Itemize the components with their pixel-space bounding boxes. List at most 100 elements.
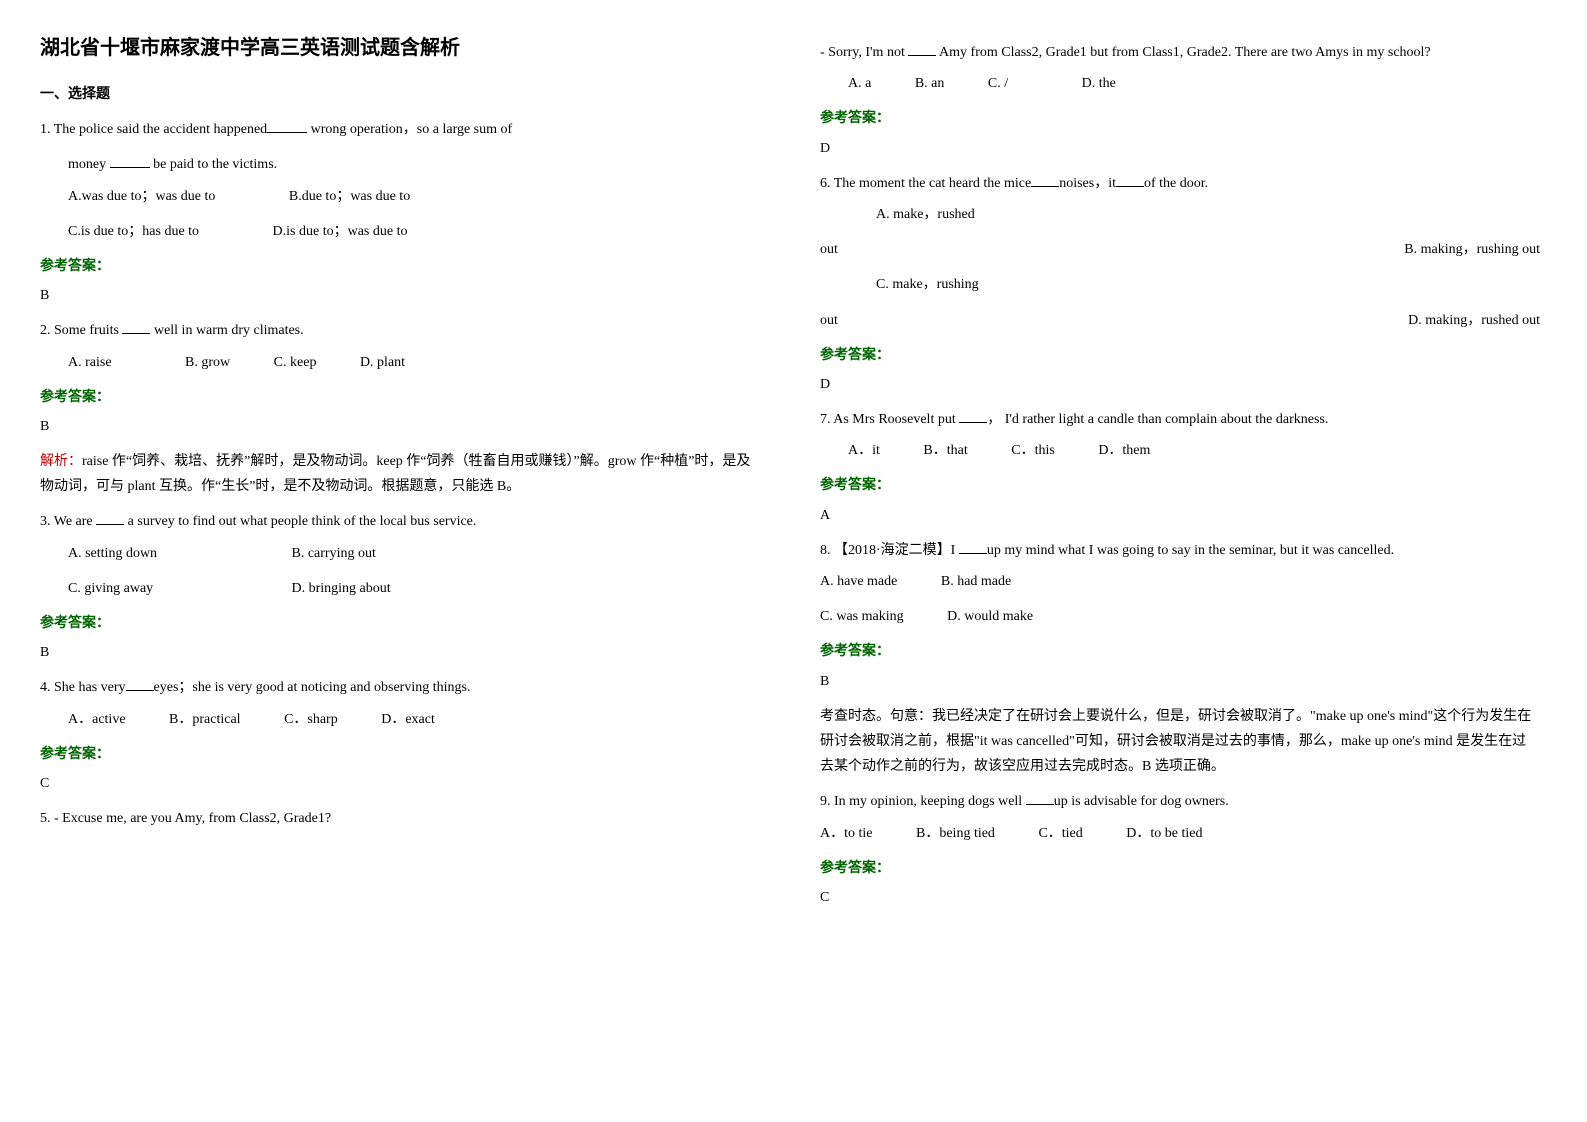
q6-options-row1a: A. make，rushed: [876, 202, 1540, 227]
q1-options-row1: A.was due to；was due to B.due to；was due…: [68, 184, 760, 209]
q2-text-a: 2. Some fruits: [40, 323, 122, 338]
right-column: - Sorry, I'm not Amy from Class2, Grade1…: [820, 30, 1540, 920]
q2-answer: B: [40, 414, 760, 439]
q6-out2: out: [820, 308, 838, 333]
q5-opt-a: A. a: [848, 76, 871, 91]
q6-answer: D: [820, 372, 1540, 397]
q5-answer: D: [820, 136, 1540, 161]
q5-stem-line2: - Sorry, I'm not Amy from Class2, Grade1…: [820, 40, 1540, 65]
q7-text-a: 7. As Mrs Roosevelt put: [820, 412, 959, 427]
q8-options-row2: C. was making D. would make: [820, 604, 1540, 629]
q9-opt-c: C．tied: [1038, 826, 1082, 841]
q1-text-c: money: [68, 157, 110, 172]
q7-stem: 7. As Mrs Roosevelt put ， I'd rather lig…: [820, 407, 1540, 432]
q1-opt-a: A.was due to；was due to: [68, 189, 215, 204]
q9-options: A．to tie B．being tied C．tied D．to be tie…: [820, 821, 1540, 846]
q3-text-b: a survey to find out what people think o…: [124, 514, 476, 529]
q4-text-a: 4. She has very: [40, 680, 126, 695]
q5-text-b: Amy from Class2, Grade1 but from Class1,…: [936, 45, 1430, 60]
q5-stem-line1: 5. - Excuse me, are you Amy, from Class2…: [40, 806, 760, 831]
q1-text-d: be paid to the victims.: [150, 157, 278, 172]
q6-answer-label: 参考答案：: [820, 343, 1540, 368]
q8-answer: B: [820, 669, 1540, 694]
q8-explain: 考查时态。句意：我已经决定了在研讨会上要说什么，但是，研讨会被取消了。"make…: [820, 704, 1540, 780]
q2-explain: 解析：raise 作“饲养、栽培、抚养”解时，是及物动词。keep 作“饲养（牲…: [40, 449, 760, 499]
q9-opt-a: A．to tie: [820, 826, 873, 841]
q7-opt-a: A．it: [848, 443, 880, 458]
q9-stem: 9. In my opinion, keeping dogs well up i…: [820, 789, 1540, 814]
q6-opt-a: A. make，rushed: [876, 207, 975, 222]
q8-opt-b: B. had made: [941, 574, 1011, 589]
q3-opt-c: C. giving away: [68, 576, 288, 601]
section-1-head: 一、选择题: [40, 82, 760, 107]
q6-options-row1b: out B. making，rushing out: [820, 237, 1540, 262]
q7-answer-label: 参考答案：: [820, 473, 1540, 498]
q9-text-a: 9. In my opinion, keeping dogs well: [820, 794, 1026, 809]
q5-options: A. a B. an C. / D. the: [848, 71, 1540, 96]
q4-opt-c: C．sharp: [284, 712, 338, 727]
q2-opt-c: C. keep: [274, 355, 317, 370]
q2-explain-label: 解析：: [40, 454, 82, 469]
q2-options: A. raise B. grow C. keep D. plant: [68, 350, 760, 375]
q1-stem: 1. The police said the accident happened…: [40, 117, 760, 142]
q4-options: A．active B．practical C．sharp D．exact: [68, 707, 760, 732]
q3-stem: 3. We are a survey to find out what peop…: [40, 509, 760, 534]
q6-opt-c: C. make，rushing: [876, 277, 979, 292]
q1-blank-1: [267, 118, 307, 133]
q5-opt-c: C. /: [988, 76, 1008, 91]
q8-options-row1: A. have made B. had made: [820, 569, 1540, 594]
q1-options-row2: C.is due to；has due to D.is due to；was d…: [68, 219, 760, 244]
q2-opt-b: B. grow: [185, 355, 230, 370]
q1-text-a: 1. The police said the accident happened: [40, 122, 267, 137]
q5-opt-b: B. an: [915, 76, 945, 91]
q6-text-a: 6. The moment the cat heard the mice: [820, 176, 1031, 191]
q7-options: A．it B．that C．this D．them: [848, 438, 1540, 463]
q7-opt-d: D．them: [1098, 443, 1150, 458]
q3-answer: B: [40, 640, 760, 665]
q2-answer-label: 参考答案：: [40, 385, 760, 410]
q3-options-row2: C. giving away D. bringing about: [68, 576, 760, 601]
q6-blank-1: [1031, 172, 1059, 187]
q8-opt-a: A. have made: [820, 574, 897, 589]
q9-opt-d: D．to be tied: [1126, 826, 1202, 841]
q8-answer-label: 参考答案：: [820, 639, 1540, 664]
q8-stem: 8. 【2018·海淀二模】I up my mind what I was go…: [820, 538, 1540, 563]
q1-text-b: wrong operation，so a large sum of: [307, 122, 512, 137]
q6-opt-d: D. making，rushed out: [1408, 308, 1540, 333]
q9-answer-label: 参考答案：: [820, 856, 1540, 881]
q2-stem: 2. Some fruits well in warm dry climates…: [40, 318, 760, 343]
q4-opt-b: B．practical: [169, 712, 241, 727]
q2-opt-d: D. plant: [360, 355, 405, 370]
q3-opt-a: A. setting down: [68, 541, 288, 566]
q1-answer: B: [40, 283, 760, 308]
q8-text-a: 8. 【2018·海淀二模】I: [820, 543, 959, 558]
q3-blank: [96, 510, 124, 525]
q1-stem-line2: money be paid to the victims.: [68, 152, 760, 177]
q4-answer-label: 参考答案：: [40, 742, 760, 767]
q2-text-b: well in warm dry climates.: [150, 323, 303, 338]
q8-blank: [959, 539, 987, 554]
q5-blank: [908, 41, 936, 56]
q4-opt-d: D．exact: [381, 712, 435, 727]
q6-text-mid: noises，it: [1059, 176, 1116, 191]
q4-blank: [126, 676, 154, 691]
q6-stem: 6. The moment the cat heard the mice nois…: [820, 171, 1540, 196]
q5-opt-d: D. the: [1082, 76, 1116, 91]
q7-answer: A: [820, 503, 1540, 528]
q4-opt-a: A．active: [68, 712, 126, 727]
doc-title: 湖北省十堰市麻家渡中学高三英语测试题含解析: [40, 30, 760, 66]
q8-text-b: up my mind what I was going to say in th…: [987, 543, 1394, 558]
q6-out1: out: [820, 237, 838, 262]
q5-text-a: - Sorry, I'm not: [820, 45, 908, 60]
q1-blank-2: [110, 153, 150, 168]
q8-opt-c: C. was making: [820, 609, 904, 624]
q9-text-b: up is advisable for dog owners.: [1054, 794, 1229, 809]
page-container: 湖北省十堰市麻家渡中学高三英语测试题含解析 一、选择题 1. The polic…: [40, 30, 1540, 920]
q2-blank: [122, 319, 150, 334]
q2-opt-a: A. raise: [68, 355, 112, 370]
q3-text-a: 3. We are: [40, 514, 96, 529]
q6-opt-b: B. making，rushing out: [1404, 237, 1540, 262]
q3-opt-b: B. carrying out: [292, 546, 376, 561]
q9-answer: C: [820, 885, 1540, 910]
q1-opt-d: D.is due to；was due to: [273, 224, 408, 239]
